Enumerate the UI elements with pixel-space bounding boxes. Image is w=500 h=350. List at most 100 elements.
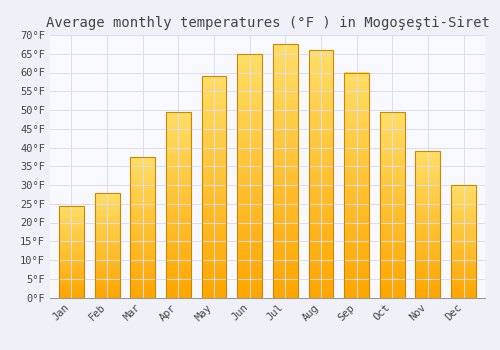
Bar: [451, 217, 476, 219]
Bar: [308, 169, 334, 174]
Bar: [202, 196, 226, 200]
Bar: [416, 224, 440, 227]
Bar: [451, 201, 476, 203]
Bar: [451, 185, 476, 187]
Bar: [166, 168, 191, 171]
Bar: [380, 212, 405, 216]
Bar: [202, 130, 226, 134]
Bar: [308, 129, 334, 134]
Bar: [166, 179, 191, 182]
Bar: [166, 138, 191, 142]
Bar: [451, 214, 476, 217]
Bar: [166, 219, 191, 223]
Bar: [202, 222, 226, 227]
Bar: [202, 231, 226, 236]
Bar: [308, 60, 334, 65]
Bar: [94, 214, 120, 216]
Bar: [308, 134, 334, 139]
Bar: [416, 201, 440, 204]
Bar: [273, 90, 298, 95]
Bar: [202, 280, 226, 284]
Bar: [130, 264, 155, 267]
Bar: [308, 85, 334, 90]
Bar: [380, 168, 405, 171]
Bar: [237, 239, 262, 244]
Bar: [344, 194, 369, 198]
Bar: [344, 293, 369, 298]
Bar: [273, 217, 298, 222]
Bar: [380, 253, 405, 257]
Bar: [451, 268, 476, 271]
Bar: [130, 230, 155, 233]
Bar: [308, 154, 334, 159]
Bar: [308, 218, 334, 223]
Bar: [130, 179, 155, 182]
Bar: [273, 55, 298, 60]
Bar: [344, 172, 369, 176]
Bar: [166, 112, 191, 298]
Bar: [202, 90, 226, 94]
Bar: [202, 275, 226, 280]
Bar: [130, 233, 155, 236]
Bar: [130, 224, 155, 227]
Bar: [308, 90, 334, 95]
Bar: [308, 283, 334, 288]
Bar: [380, 197, 405, 201]
Bar: [380, 238, 405, 242]
Bar: [451, 293, 476, 295]
Bar: [237, 176, 262, 181]
Bar: [380, 260, 405, 264]
Bar: [94, 234, 120, 237]
Bar: [94, 241, 120, 243]
Bar: [416, 177, 440, 181]
Bar: [380, 153, 405, 156]
Bar: [237, 215, 262, 219]
Bar: [451, 203, 476, 205]
Bar: [344, 221, 369, 225]
Bar: [202, 98, 226, 103]
Bar: [130, 205, 155, 208]
Bar: [416, 271, 440, 274]
Bar: [451, 259, 476, 261]
Bar: [451, 248, 476, 250]
Bar: [202, 236, 226, 240]
Bar: [451, 225, 476, 228]
Bar: [344, 239, 369, 244]
Bar: [273, 267, 298, 272]
Bar: [416, 192, 440, 195]
Bar: [273, 110, 298, 115]
Bar: [130, 174, 155, 176]
Bar: [451, 219, 476, 221]
Bar: [451, 228, 476, 230]
Bar: [416, 245, 440, 248]
Bar: [380, 275, 405, 279]
Bar: [344, 104, 369, 108]
Bar: [166, 123, 191, 127]
Bar: [202, 138, 226, 143]
Bar: [202, 244, 226, 249]
Bar: [59, 239, 84, 240]
Bar: [166, 197, 191, 201]
Bar: [237, 93, 262, 98]
Bar: [416, 222, 440, 224]
Bar: [202, 271, 226, 275]
Bar: [380, 156, 405, 160]
Bar: [451, 234, 476, 237]
Bar: [273, 257, 298, 262]
Bar: [130, 188, 155, 191]
Bar: [237, 205, 262, 210]
Bar: [130, 199, 155, 202]
Bar: [344, 252, 369, 257]
Bar: [451, 266, 476, 268]
Bar: [344, 77, 369, 82]
Bar: [202, 178, 226, 182]
Bar: [59, 222, 84, 224]
Bar: [202, 240, 226, 244]
Bar: [416, 265, 440, 268]
Bar: [237, 78, 262, 83]
Bar: [273, 105, 298, 110]
Bar: [130, 219, 155, 222]
Bar: [451, 277, 476, 280]
Bar: [273, 252, 298, 257]
Bar: [344, 225, 369, 230]
